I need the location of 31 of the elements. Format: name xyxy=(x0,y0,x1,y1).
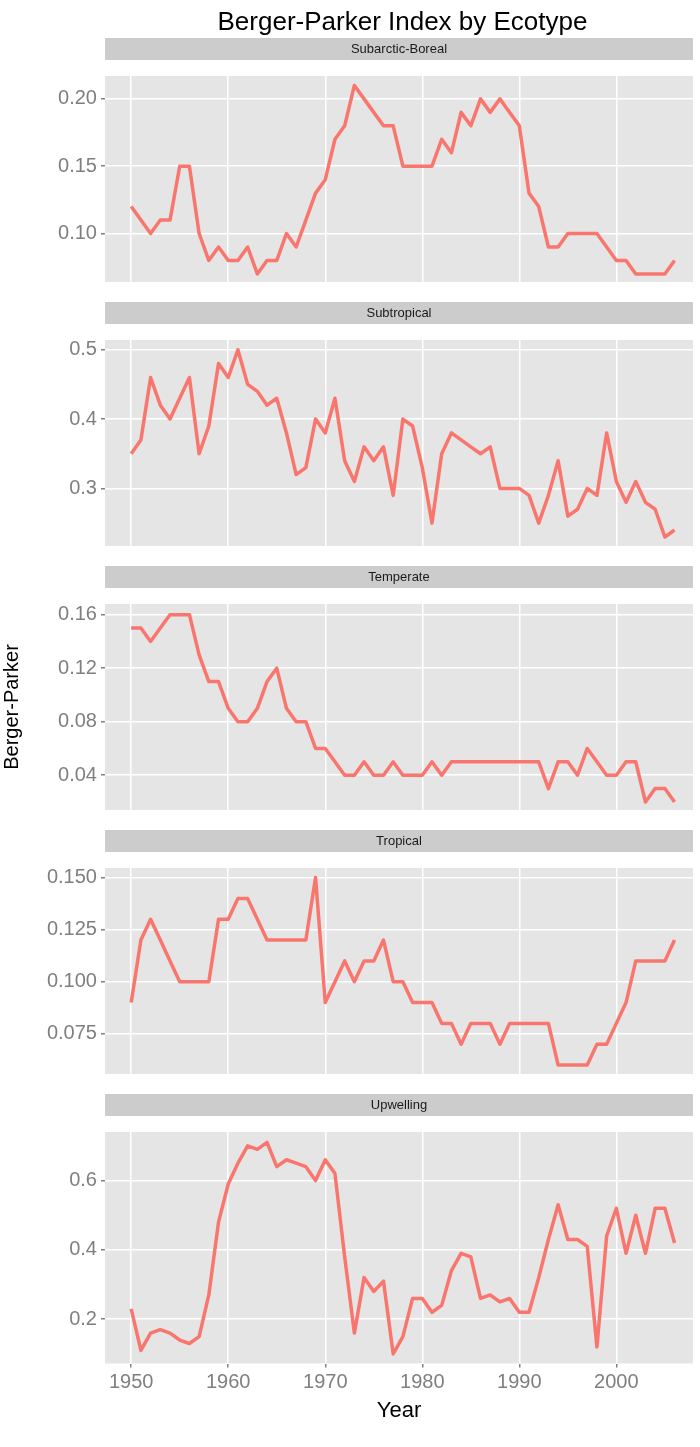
x-tick-label: 1970 xyxy=(303,1370,348,1393)
y-tick-label: 0.075 xyxy=(46,1021,97,1044)
chart-subtitle: Temperate xyxy=(105,566,693,588)
x-tick-label: 1950 xyxy=(108,1370,154,1393)
y-tick-label: 0.100 xyxy=(46,969,97,992)
y-tick-label: 0.4 xyxy=(69,406,97,429)
chart-title: Berger-Parker Index by Ecotype xyxy=(216,5,589,38)
y-tick-label: 0.3 xyxy=(69,475,97,498)
y-tick-label: 0.15 xyxy=(58,153,97,176)
y-tick-label: 0.125 xyxy=(46,917,97,940)
y-tick-label: 0.6 xyxy=(69,1168,97,1191)
chart-subtitle: Tropical xyxy=(105,830,693,852)
y-tick-label: 0.150 xyxy=(46,865,97,888)
y-tick-label: 0.04 xyxy=(58,762,97,785)
y-tick-label: 0.16 xyxy=(58,602,97,625)
y-tick-label: 0.12 xyxy=(58,655,97,678)
x-tick-label: 2000 xyxy=(594,1370,639,1393)
chart-subtitle: Subtropical xyxy=(105,302,693,324)
chart-subtitle: Subarctic-Boreal xyxy=(105,38,693,60)
y-axis-title: Berger-Parker xyxy=(0,643,22,770)
y-tick-label: 0.5 xyxy=(69,337,97,360)
y-tick-label: 0.10 xyxy=(58,221,97,244)
chart-subtitle: Upwelling xyxy=(105,1094,693,1116)
x-tick-label: 1990 xyxy=(497,1370,542,1393)
x-tick-label: 1960 xyxy=(205,1370,251,1393)
x-tick-label: 1980 xyxy=(400,1370,445,1393)
y-tick-label: 0.20 xyxy=(58,86,97,109)
y-tick-label: 0.08 xyxy=(58,709,97,732)
y-tick-label: 0.4 xyxy=(69,1237,97,1260)
x-axis-title: Year xyxy=(376,1396,422,1422)
y-tick-label: 0.2 xyxy=(69,1306,97,1329)
